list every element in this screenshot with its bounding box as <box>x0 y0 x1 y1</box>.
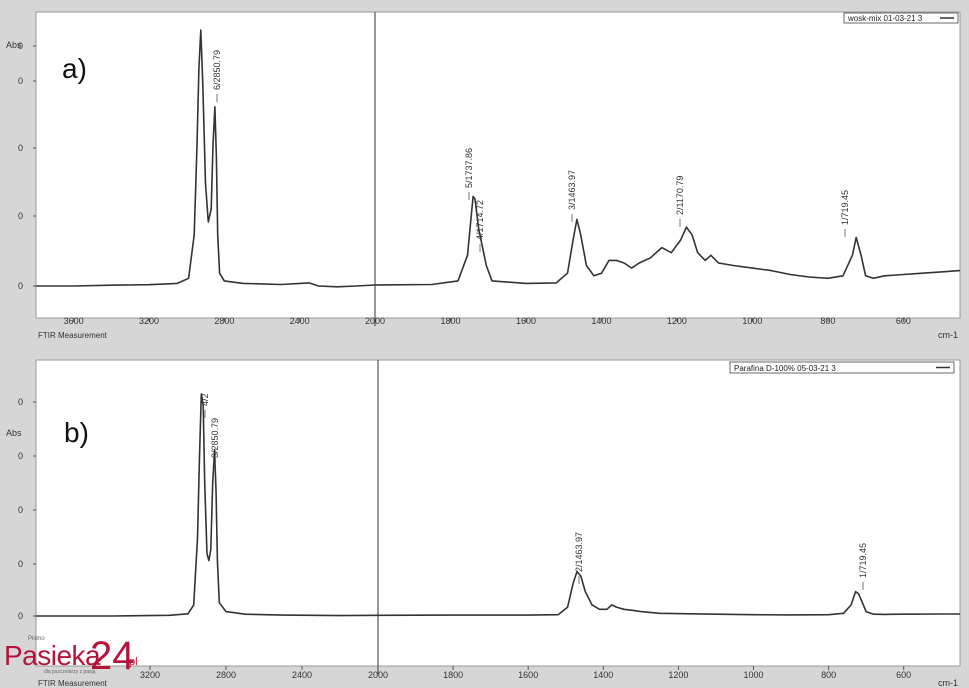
spectrum-chart-b: 0 0 0 0 0 Abs 3200 2800 2400 2000 1800 1600 1400 1200… <box>6 359 961 688</box>
y-tick-label: 0 <box>18 281 23 291</box>
legend-entry: Parafina D-100% 05-03-21 3 <box>734 364 836 373</box>
x-tick-label: 2400 <box>290 316 310 326</box>
x-tick-label: 2800 <box>216 670 236 680</box>
x-tick-label: 1600 <box>518 670 538 680</box>
y-tick-label: 0 <box>18 76 23 86</box>
logo-small-text: Pismo <box>28 636 45 642</box>
x-tick-label: 3200 <box>139 316 159 326</box>
x-tick-label: 2400 <box>292 670 312 680</box>
y-tick-label: 0 <box>18 505 23 515</box>
y-axis-label: Abs <box>6 40 22 50</box>
x-tick-label: 800 <box>820 316 835 326</box>
y-tick-label: 0 <box>18 41 23 51</box>
y-tick-label: 0 <box>18 143 23 153</box>
spectrum-line <box>36 393 960 617</box>
peak-label: 2/1463.97 <box>574 532 584 572</box>
x-axis-unit: cm-1 <box>938 330 958 340</box>
peak-label: 5/1737.86 <box>464 148 474 188</box>
legend-entry: wosk-mix 01-03-21 3 <box>847 14 923 23</box>
y-axis-label: Abs <box>6 428 22 438</box>
peak-label: 6/2850.79 <box>212 50 222 90</box>
y-tick-label: 0 <box>18 211 23 221</box>
x-tick-label: 1400 <box>591 316 611 326</box>
logo-number: 24 <box>90 634 135 678</box>
peak-label: 2/1170.79 <box>675 176 685 215</box>
plot-area <box>35 359 961 667</box>
pasieka24-logo: Pismo Pasieka 24 .pl dla pszczelarzy z p… <box>4 634 154 686</box>
y-tick-label: 0 <box>18 611 23 621</box>
x-tick-label: 600 <box>896 316 911 326</box>
spectrum-line <box>36 29 961 288</box>
peak-label: 3/1463.97 <box>567 170 577 210</box>
logo-domain: .pl <box>126 656 138 668</box>
peak-label: 4/2 <box>200 393 210 406</box>
peak-label: 1/719.45 <box>840 190 850 225</box>
plot-area <box>35 11 961 319</box>
footer-label: FTIR Measurement <box>38 331 108 340</box>
y-tick-label: 0 <box>18 559 23 569</box>
peak-label: 4/1714.72 <box>475 200 485 240</box>
logo-main-text: Pasieka <box>4 640 101 671</box>
x-tick-label: 2800 <box>214 316 234 326</box>
peak-label: 1/719.45 <box>858 543 868 578</box>
legend-box <box>843 12 959 24</box>
x-tick-label: 3600 <box>64 316 84 326</box>
legend-box <box>729 361 955 374</box>
x-tick-label: 1800 <box>443 670 463 680</box>
x-tick-label: 2000 <box>365 316 385 326</box>
logo-tagline: dla pszczelarzy z pasją <box>44 669 96 675</box>
spectrum-panel-b: 0 0 0 0 0 Abs 3200 2800 2400 2000 1800 1600 1400 1200… <box>0 346 969 688</box>
x-tick-label: 800 <box>821 670 836 680</box>
x-tick-label: 1600 <box>516 316 536 326</box>
x-tick-label: 1200 <box>668 670 688 680</box>
x-axis-unit: cm-1 <box>938 678 958 688</box>
y-tick-label: 0 <box>18 397 23 407</box>
x-tick-label: 3200 <box>140 670 160 680</box>
y-tick-label: 0 <box>18 451 23 461</box>
footer-label: FTIR Measurement <box>38 679 108 688</box>
panel-label: a) <box>62 53 87 84</box>
x-tick-label: 1400 <box>593 670 613 680</box>
spectrum-panel-a: 0 0 0 0 0 Abs 3600 3200 2800 2400 2000 1800 1600 1400… <box>6 11 961 340</box>
peak-label: 3/2850.79 <box>210 418 220 458</box>
x-tick-label: 1000 <box>742 316 762 326</box>
x-tick-label: 1800 <box>440 316 460 326</box>
panel-label: b) <box>64 417 89 448</box>
x-tick-label: 2000 <box>368 670 388 680</box>
x-tick-label: 600 <box>896 670 911 680</box>
x-tick-label: 1000 <box>743 670 763 680</box>
x-tick-label: 1200 <box>667 316 687 326</box>
